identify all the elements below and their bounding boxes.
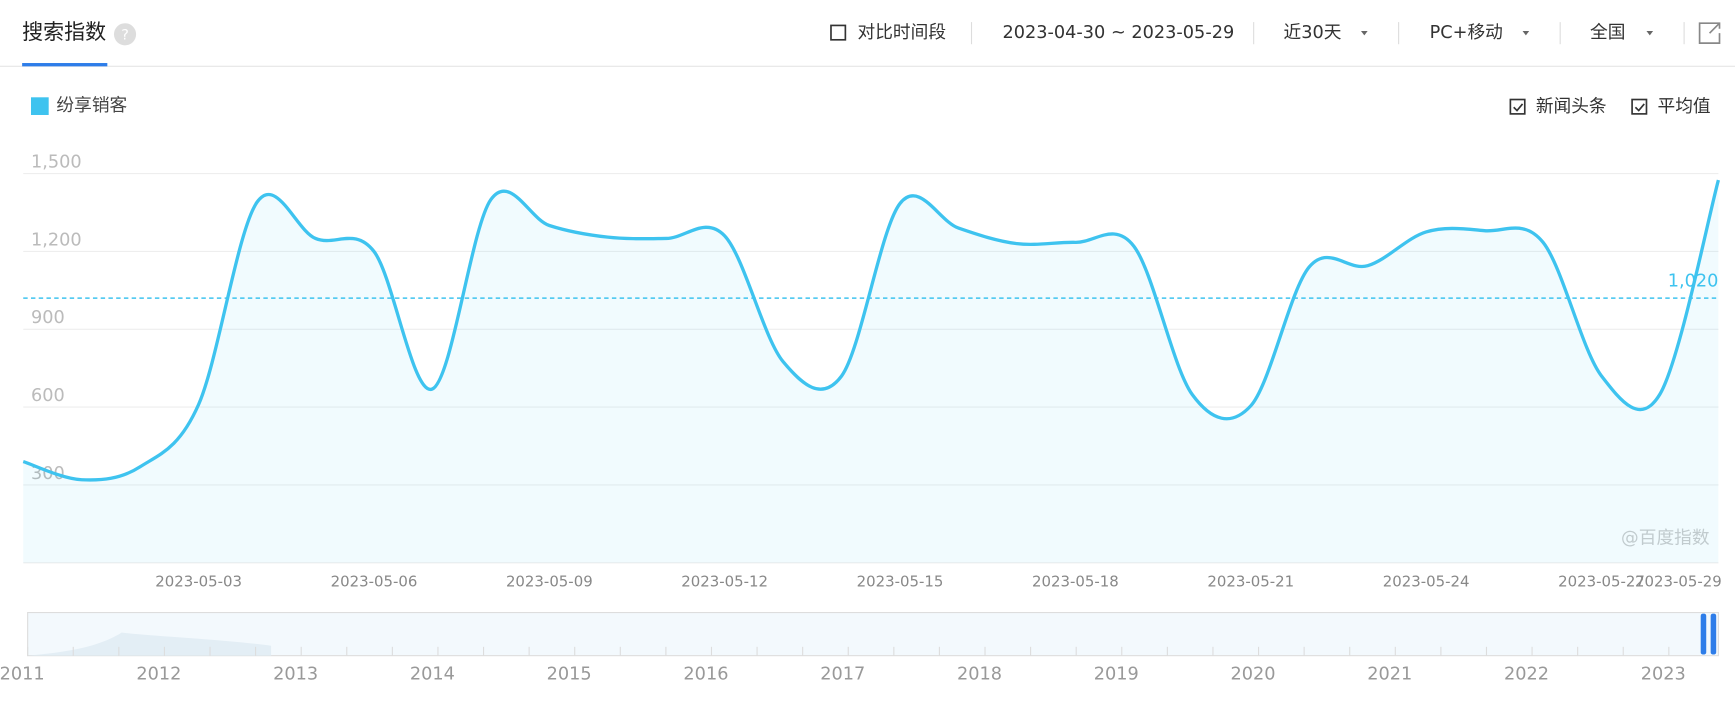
compare-checkbox[interactable] [830,24,847,41]
navigator-year: 2016 [683,664,728,684]
x-tick-label: 2023-05-06 [331,573,418,591]
navigator-handle[interactable] [1700,613,1707,655]
dropdown-arrow [1361,30,1368,36]
area [23,180,1719,563]
navigator-year: 2013 [273,664,318,684]
x-tick-label: 2023-05-09 [506,573,593,591]
navigator-year: 2012 [136,664,181,684]
page-title: 搜索指数 [22,19,106,44]
navigator[interactable] [27,611,1719,657]
x-tick-label: 2023-05-03 [155,573,242,591]
navigator-year: 2019 [1094,664,1139,684]
x-tick-label: 2023-05-12 [681,573,768,591]
x-tick-label: 2023-05-18 [1032,573,1119,591]
y-tick-label: 600 [31,386,65,406]
legend-swatch [30,97,49,115]
average-label: 1,020 [1668,272,1719,292]
navigator-year: 2021 [1367,664,1412,684]
option-checkbox[interactable] [1509,98,1526,115]
navigator-year: 2015 [547,664,592,684]
navigator-year: 2018 [957,664,1002,684]
x-tick-label: 2023-05-27 [1558,573,1645,591]
export-icon[interactable] [1698,22,1721,44]
navigator-year: 2022 [1504,664,1549,684]
navigator-year: 2014 [410,664,455,684]
check-mark [1634,103,1645,112]
help-icon[interactable] [113,23,137,46]
y-tick-label: 1,200 [31,230,82,250]
navigator-year: 2023 [1641,664,1686,684]
x-tick-label: 2023-05-21 [1207,573,1294,591]
legend-label: 纷享销客 [56,95,127,116]
x-tick-label: 2023-05-24 [1383,573,1470,591]
navigator-year: 2017 [820,664,865,684]
option-checkbox[interactable] [1631,98,1648,115]
options: 新闻头条 平均值 [1509,96,1711,117]
y-tick-label: 1,500 [31,153,82,173]
navigator-handle[interactable] [1710,613,1717,655]
dropdown-arrow [1646,30,1654,36]
legend: 纷享销客 [30,95,128,116]
date-range[interactable]: 2023-04-30 ~ 2023-05-29 [1002,23,1234,43]
check-mark [1513,103,1524,112]
y-tick-label: 900 [31,308,65,328]
option-label: 新闻头条 [1536,96,1607,117]
x-tick-label: 2023-05-29 [1635,573,1722,591]
region-select[interactable]: 全国 [1590,22,1625,43]
help-mark: ? [121,27,129,43]
period-select[interactable]: 近30天 [1284,22,1342,43]
dropdown-arrow [1522,30,1530,36]
tab-underline [22,63,108,67]
x-tick-label: 2023-05-15 [857,573,944,591]
device-select[interactable]: PC+移动 [1430,22,1503,43]
watermark: @百度指数 [1621,527,1710,548]
line [22,179,1721,482]
compare-label: 对比时间段 [858,22,946,43]
option-label: 平均值 [1658,96,1711,117]
navigator-year: 2011 [0,664,45,684]
navigator-year: 2020 [1230,664,1275,684]
